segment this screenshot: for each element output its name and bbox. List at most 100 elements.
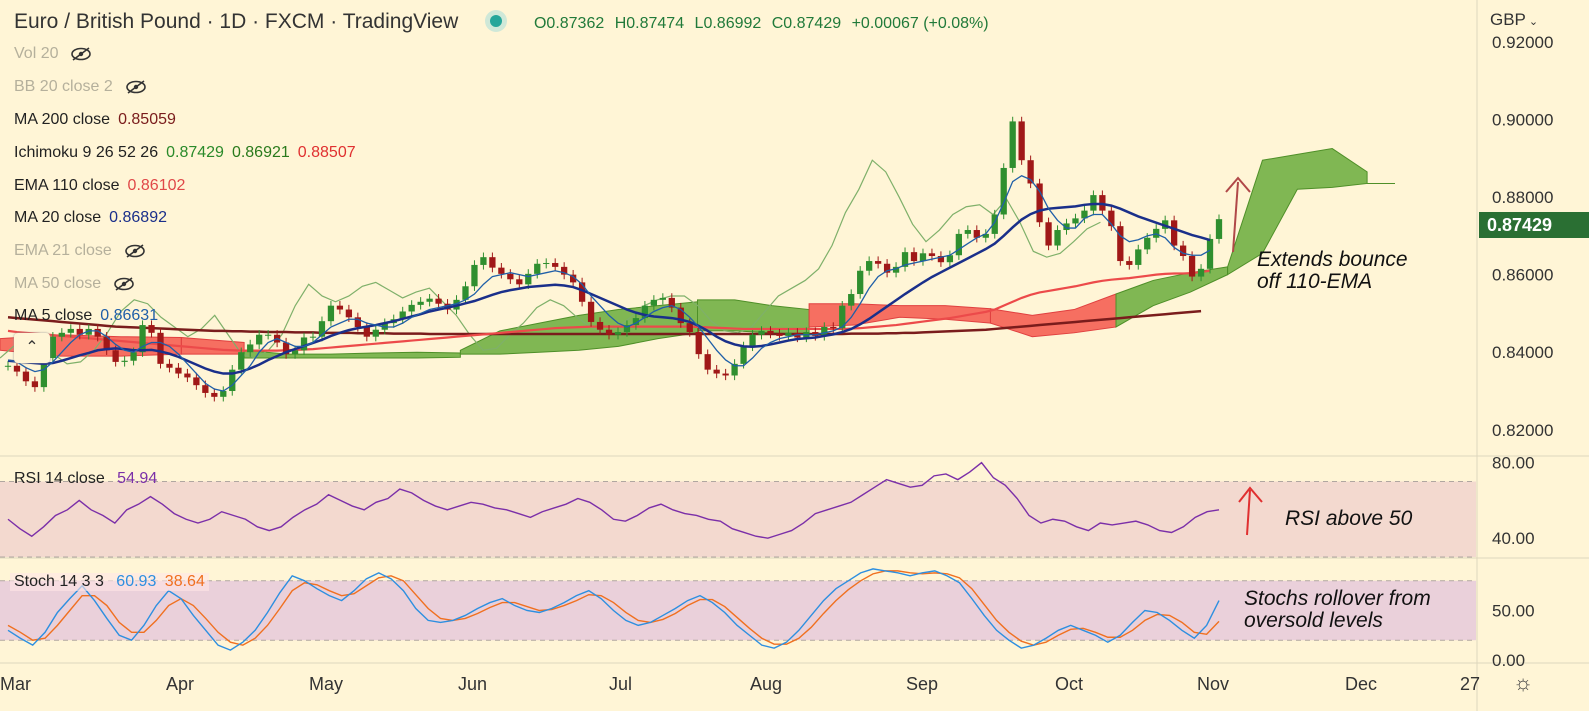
- cloud-bearish: [989, 293, 1117, 338]
- ma5-line: [7, 174, 1211, 392]
- candle-body: [543, 262, 550, 264]
- time-tick-label: Mar: [0, 674, 31, 694]
- currency-selector[interactable]: GBP ⌄: [1490, 10, 1538, 30]
- indicator-row[interactable]: MA 5 close 0.86631: [14, 307, 158, 325]
- candle-body: [220, 390, 227, 397]
- ohlc-readout: O0.87362 H0.87474 L0.86992 C0.87429 +0.0…: [534, 15, 995, 32]
- eye-hidden-icon[interactable]: [125, 80, 147, 94]
- annotation-stoch: Stochs rollover from oversold levels: [1244, 588, 1431, 632]
- time-tick-label: Dec: [1345, 674, 1377, 694]
- indicator-value: 0.86921: [231, 144, 290, 161]
- indicator-row[interactable]: Vol 20: [14, 45, 92, 63]
- candle-body: [426, 298, 433, 302]
- indicator-label: MA 5 close: [14, 307, 93, 324]
- candle-body: [569, 274, 577, 283]
- candle-body: [1036, 183, 1043, 223]
- candle-body: [166, 363, 173, 368]
- eye-hidden-icon[interactable]: [70, 47, 92, 61]
- stoch-band: [0, 580, 1476, 641]
- candle-body: [758, 330, 765, 335]
- eye-hidden-icon[interactable]: [113, 277, 135, 291]
- indicator-row[interactable]: MA 50 close: [14, 275, 135, 293]
- time-tick-label: Nov: [1197, 674, 1229, 694]
- indicator-row[interactable]: EMA 110 close 0.86102: [14, 177, 185, 195]
- candle-body: [578, 282, 586, 302]
- candle-body: [354, 317, 361, 327]
- candle-body: [623, 325, 631, 333]
- candle-body: [291, 350, 299, 355]
- candle-body: [130, 352, 137, 361]
- stoch-k-line: [7, 568, 1220, 651]
- candle-body: [336, 305, 344, 310]
- candle-body: [632, 318, 640, 326]
- candle-body: [507, 273, 514, 280]
- candle-body: [247, 344, 254, 353]
- candle-body: [561, 266, 568, 275]
- candle-body: [937, 256, 945, 263]
- candle-body: [480, 257, 487, 265]
- rsi-line: [7, 461, 1220, 539]
- indicator-value: 0.85059: [118, 111, 176, 128]
- candle-body: [668, 297, 675, 308]
- indicator-label: MA 200 close: [14, 111, 111, 128]
- annotation-stoch-line1: Stochs rollover from: [1244, 587, 1431, 610]
- rsi-tick-label: 80.00: [1492, 454, 1535, 473]
- candle-body: [641, 305, 649, 319]
- symbol-title[interactable]: Euro / British Pound · 1D · FXCM · Tradi…: [14, 10, 459, 33]
- candle-body: [857, 270, 864, 295]
- indicator-row[interactable]: MA 200 close 0.85059: [14, 111, 176, 129]
- gear-icon[interactable]: ☼: [1513, 670, 1534, 695]
- indicator-value: 0.86102: [127, 177, 186, 194]
- candle-body: [946, 255, 954, 263]
- indicator-label: EMA 110 close: [14, 177, 120, 194]
- indicator-row[interactable]: MA 20 close 0.86892: [14, 209, 167, 227]
- candle-body: [955, 233, 962, 256]
- stoch-legend[interactable]: Stoch 14 3 3 60.93 38.64: [10, 573, 209, 591]
- candle-body: [58, 332, 65, 337]
- candle-body: [534, 263, 541, 274]
- indicator-label: BB 20 close 2: [14, 78, 113, 95]
- open-value: O0.87362: [533, 15, 605, 32]
- indicator-value: 0.86892: [109, 209, 167, 226]
- market-status-icon: [490, 15, 503, 28]
- candle-body: [1081, 210, 1088, 219]
- collapse-legend-button[interactable]: ⌃: [14, 333, 50, 363]
- candle-body: [49, 336, 56, 359]
- indicator-value: 0.88507: [297, 144, 356, 161]
- candle-body: [1000, 167, 1007, 215]
- stoch-d-value: 38.64: [164, 573, 205, 590]
- indicator-row[interactable]: BB 20 close 2: [14, 78, 147, 96]
- chevron-down-icon: ⌄: [1528, 16, 1539, 28]
- indicator-row[interactable]: Ichimoku 9 26 52 26 0.87429 0.86921 0.88507: [14, 144, 356, 162]
- stoch-tick-label: 0.00: [1492, 651, 1525, 670]
- time-tick-label: Sep: [906, 674, 938, 694]
- indicator-label: MA 50 close: [14, 275, 102, 292]
- candle-body: [345, 309, 353, 318]
- indicator-value: 0.87429: [166, 144, 224, 161]
- indicator-row[interactable]: EMA 21 close: [14, 242, 146, 260]
- rsi-value: 54.94: [117, 470, 158, 487]
- candle-body: [399, 311, 406, 320]
- candle-body: [229, 369, 236, 391]
- candle-body: [740, 346, 747, 364]
- rsi-legend[interactable]: RSI 14 close 54.94: [14, 470, 157, 488]
- low-value: L0.86992: [694, 15, 762, 32]
- candle-body: [462, 286, 469, 300]
- candle-body: [1215, 219, 1223, 239]
- candle-body: [1171, 220, 1178, 246]
- last-price-tag: 0.87429: [1479, 212, 1589, 238]
- candle-body: [175, 367, 182, 374]
- candle-body: [184, 373, 191, 378]
- candle-body: [704, 354, 711, 370]
- indicator-value: 0.86631: [100, 307, 159, 324]
- candle-body: [731, 363, 738, 376]
- eye-hidden-icon[interactable]: [124, 244, 146, 258]
- candle-body: [121, 360, 128, 362]
- candle-body: [1054, 230, 1061, 246]
- rsi-tick-label: 40.00: [1492, 529, 1535, 548]
- candle-body: [614, 332, 622, 335]
- candle-body: [695, 332, 702, 355]
- candle-body: [300, 337, 308, 351]
- candle-body: [256, 334, 263, 345]
